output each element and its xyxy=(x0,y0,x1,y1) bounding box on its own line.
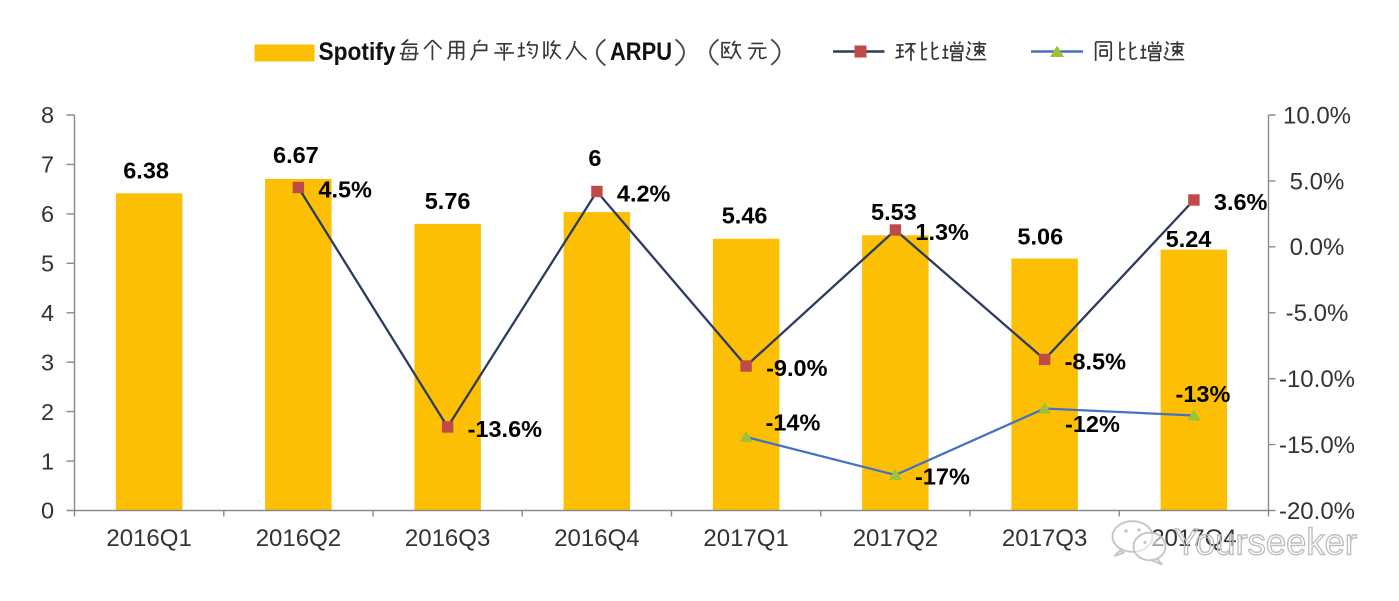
svg-text:5.53: 5.53 xyxy=(871,199,917,225)
svg-text:0: 0 xyxy=(41,498,54,524)
svg-text:Yourseeker: Yourseeker xyxy=(1174,522,1357,563)
svg-text:0.0%: 0.0% xyxy=(1290,234,1345,261)
svg-text:ARPU: ARPU xyxy=(610,38,672,66)
svg-text:5.46: 5.46 xyxy=(722,203,768,229)
svg-text:-17%: -17% xyxy=(915,464,970,490)
svg-text:7: 7 xyxy=(41,152,54,178)
svg-text:2016Q4: 2016Q4 xyxy=(554,525,639,552)
svg-text:-8.5%: -8.5% xyxy=(1065,349,1126,375)
svg-text:-9.0%: -9.0% xyxy=(766,355,827,381)
svg-text:4.5%: 4.5% xyxy=(318,177,372,203)
svg-text:2017Q3: 2017Q3 xyxy=(1002,525,1087,552)
svg-text:6: 6 xyxy=(588,145,601,171)
svg-text:2016Q2: 2016Q2 xyxy=(256,525,341,552)
svg-text:4: 4 xyxy=(41,300,54,326)
svg-text:5.06: 5.06 xyxy=(1017,223,1063,249)
svg-text:-12%: -12% xyxy=(1065,411,1120,437)
svg-text:2: 2 xyxy=(41,399,54,425)
svg-text:-15.0%: -15.0% xyxy=(1279,432,1355,459)
svg-text:1.3%: 1.3% xyxy=(915,219,969,245)
svg-text:5.24: 5.24 xyxy=(1166,226,1212,252)
svg-text:2017Q1: 2017Q1 xyxy=(703,525,788,552)
svg-text:-13%: -13% xyxy=(1176,381,1231,407)
svg-text:6: 6 xyxy=(41,201,54,227)
svg-text:3: 3 xyxy=(41,349,54,375)
svg-text:5.76: 5.76 xyxy=(425,188,471,214)
svg-text:8: 8 xyxy=(41,102,54,128)
svg-text:2016Q3: 2016Q3 xyxy=(405,525,490,552)
svg-text:1: 1 xyxy=(41,448,54,474)
svg-text:Spotify: Spotify xyxy=(319,38,396,66)
svg-text:-13.6%: -13.6% xyxy=(468,416,543,442)
svg-text:6.38: 6.38 xyxy=(123,158,169,184)
svg-text:2016Q1: 2016Q1 xyxy=(106,525,191,552)
svg-text:5: 5 xyxy=(41,251,54,277)
svg-text:5.0%: 5.0% xyxy=(1290,168,1345,195)
svg-text:3.6%: 3.6% xyxy=(1214,189,1268,215)
svg-text:-20.0%: -20.0% xyxy=(1279,498,1355,525)
svg-text:-10.0%: -10.0% xyxy=(1279,366,1355,393)
svg-text:6.67: 6.67 xyxy=(273,142,319,168)
svg-text:-5.0%: -5.0% xyxy=(1286,300,1349,327)
svg-text:2017Q2: 2017Q2 xyxy=(853,525,938,552)
svg-text:-14%: -14% xyxy=(766,410,821,436)
svg-text:10.0%: 10.0% xyxy=(1283,102,1351,129)
svg-text:4.2%: 4.2% xyxy=(617,181,671,207)
